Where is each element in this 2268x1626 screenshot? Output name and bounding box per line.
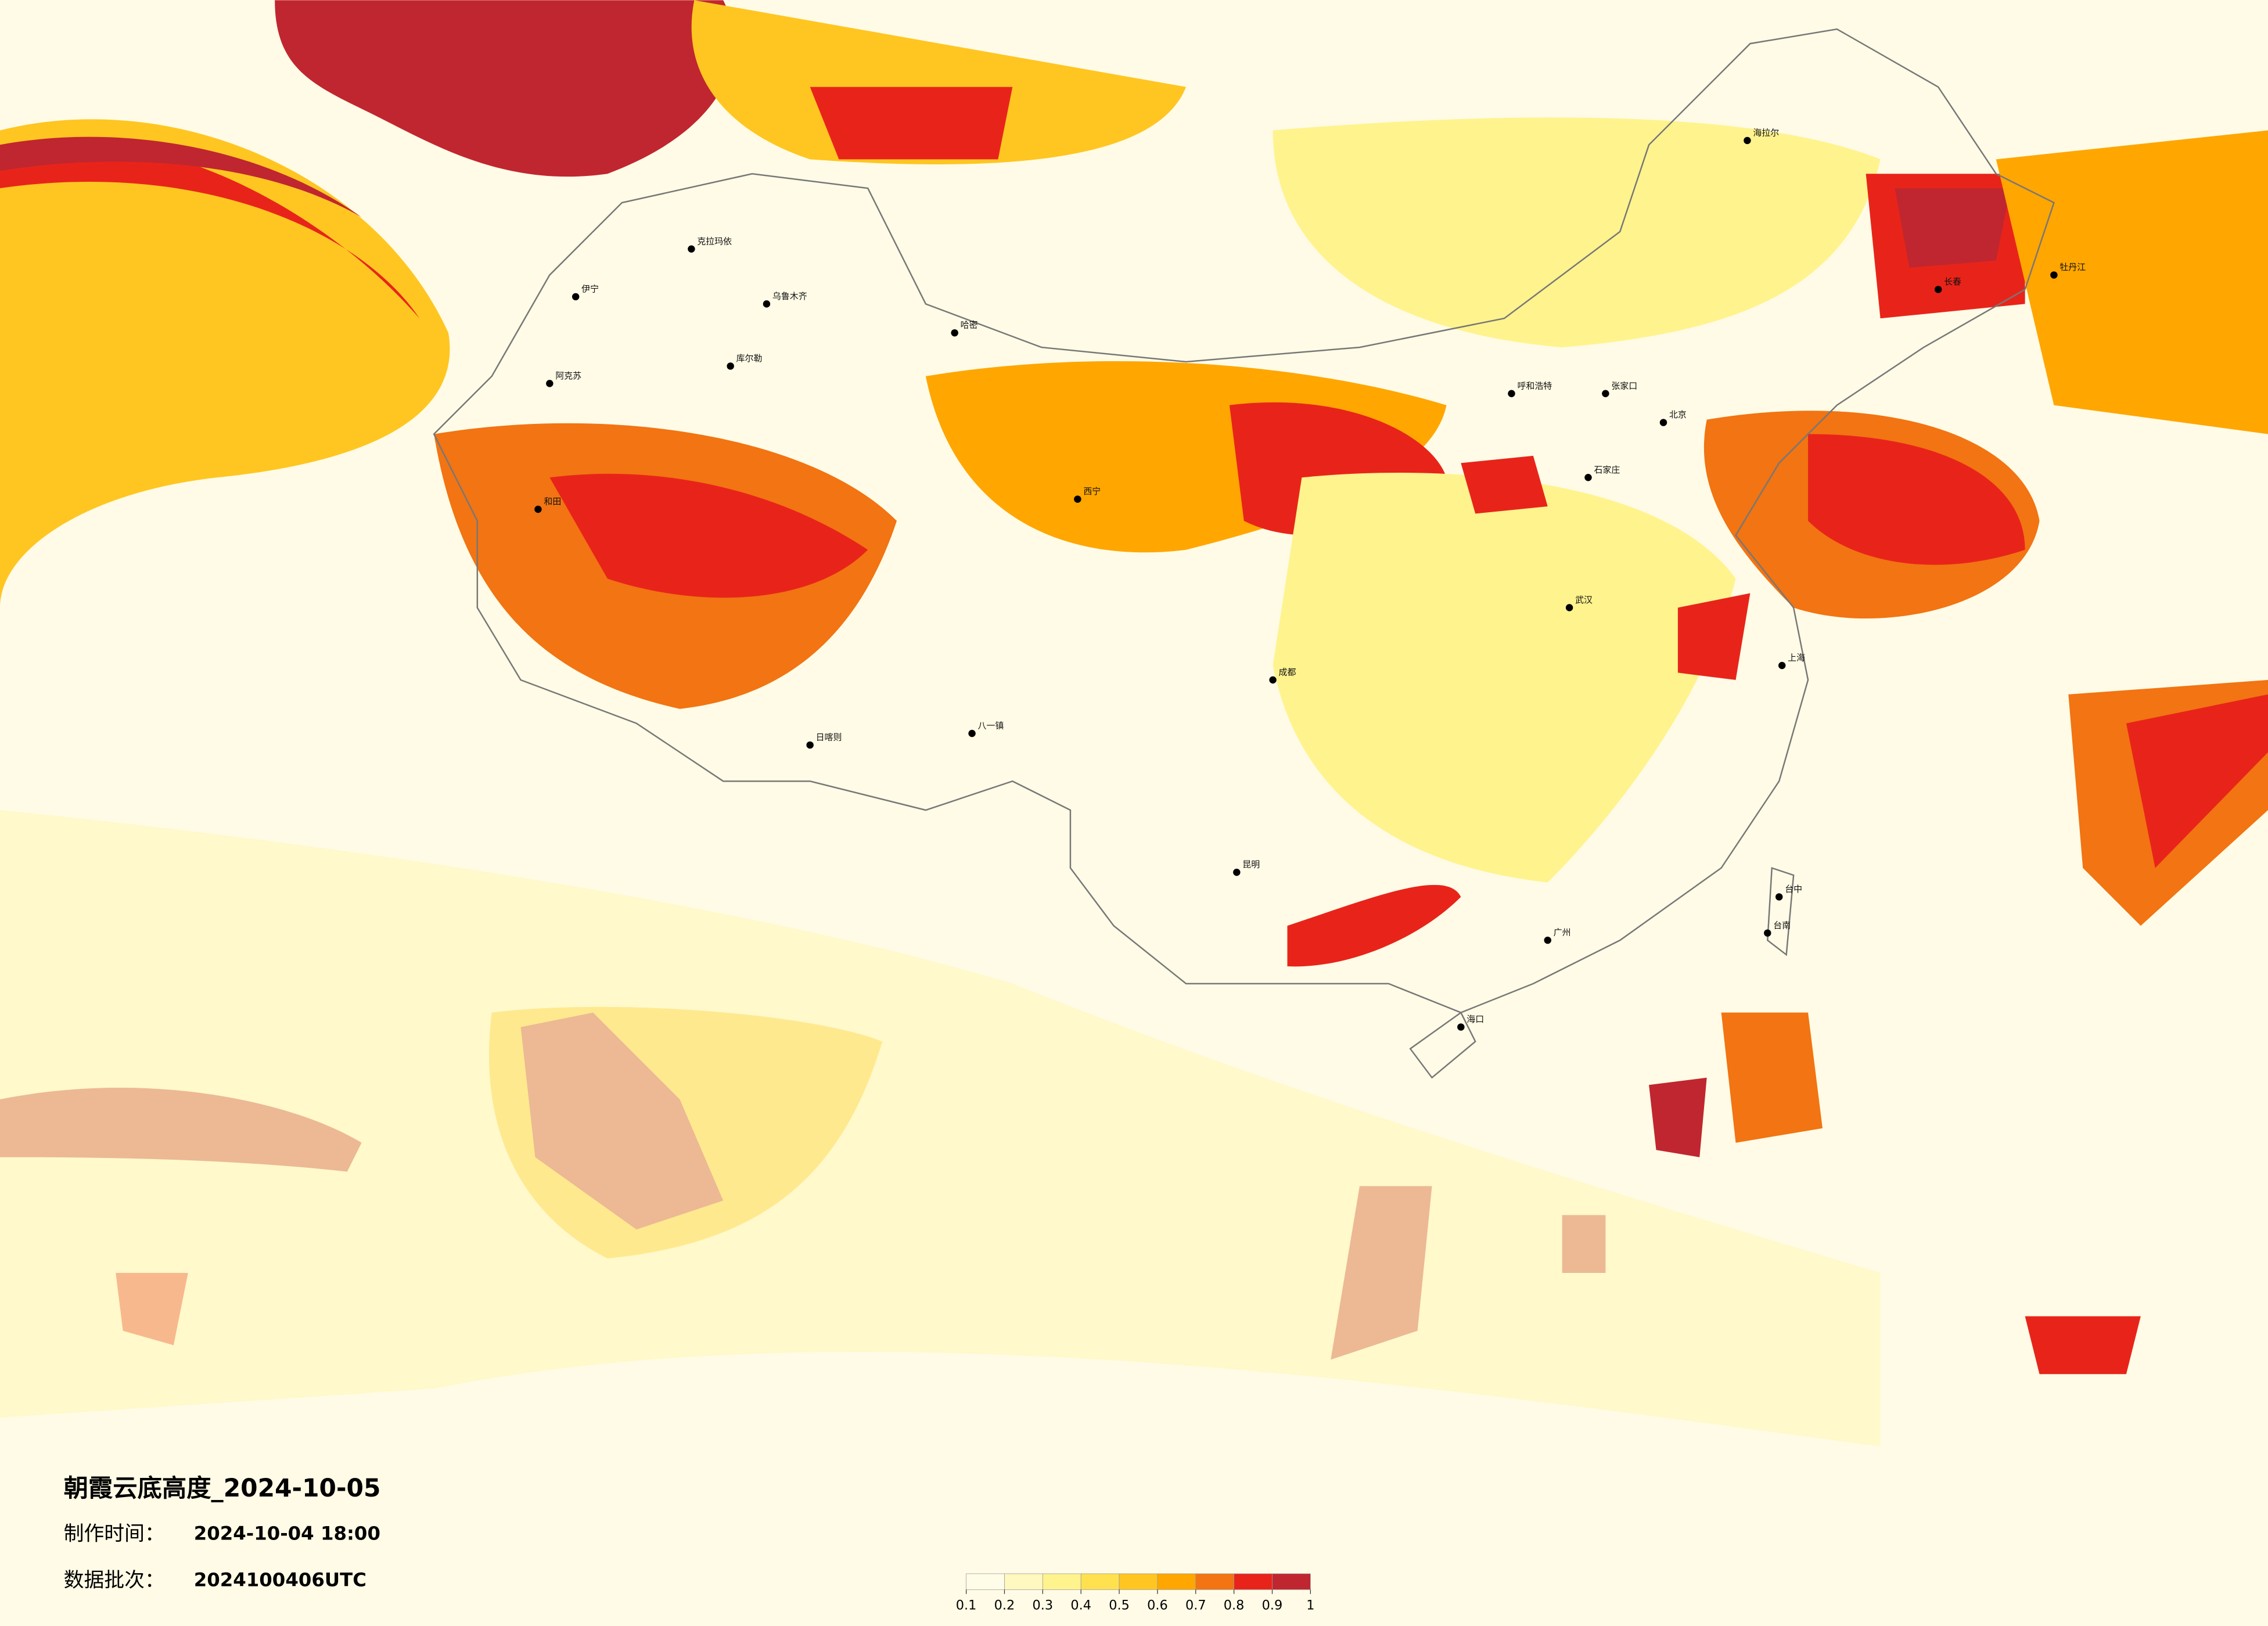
city-label: 北京 xyxy=(1669,409,1687,420)
made-time: 2024-10-04 18:00 xyxy=(194,1523,380,1545)
city-label: 八一镇 xyxy=(978,721,1004,731)
city-dot xyxy=(1744,136,1751,145)
city-label: 昆明 xyxy=(1242,859,1260,870)
city-label: 台南 xyxy=(1773,920,1791,930)
city-dot xyxy=(1074,495,1081,503)
city-label: 克拉玛依 xyxy=(697,236,732,246)
city-label: 上海 xyxy=(1788,653,1805,663)
colorbar-tick-label: 0.3 xyxy=(1033,1598,1054,1613)
city-dot xyxy=(1544,936,1551,944)
color-swatch xyxy=(1119,1573,1158,1590)
city-dot xyxy=(1508,390,1515,398)
city-label: 石家庄 xyxy=(1594,465,1620,475)
city-label: 哈密 xyxy=(961,320,978,330)
city-dot xyxy=(1233,868,1241,876)
color-swatch xyxy=(1272,1573,1311,1590)
colorbar-tick-label: 0.2 xyxy=(994,1598,1015,1613)
city-dot xyxy=(2050,271,2058,279)
color-swatch xyxy=(1080,1573,1120,1590)
city-label: 海口 xyxy=(1467,1014,1484,1024)
city-dot xyxy=(763,300,771,308)
city-label: 牡丹江 xyxy=(2059,262,2086,272)
color-swatch xyxy=(1234,1573,1273,1590)
city-label: 海拉尔 xyxy=(1753,127,1779,138)
city-label: 武汉 xyxy=(1575,595,1593,605)
city-dot xyxy=(534,505,542,513)
city-label: 台中 xyxy=(1785,884,1802,894)
city-dot xyxy=(1778,661,1786,670)
colorbar-tick-label: 0.4 xyxy=(1070,1598,1091,1613)
map-title: 朝霞云底高度_2024-10-05 xyxy=(64,1474,381,1502)
city-dot xyxy=(1775,893,1783,901)
city-dot xyxy=(1584,473,1592,481)
city-label: 广州 xyxy=(1554,927,1571,938)
city-dot xyxy=(1269,676,1277,684)
city-dot xyxy=(688,245,695,253)
made-label: 制作时间： xyxy=(64,1523,165,1546)
city-dot xyxy=(951,329,958,337)
colorbar-tick-label: 0.6 xyxy=(1147,1598,1168,1613)
city-dot xyxy=(727,362,734,370)
colorbar-tick-label: 0.1 xyxy=(956,1598,977,1613)
cloud-field xyxy=(0,0,2268,1447)
city-label: 呼和浩特 xyxy=(1517,380,1552,391)
city-dot xyxy=(806,741,814,749)
city-label: 和田 xyxy=(544,497,561,507)
city-dot xyxy=(1457,1023,1465,1031)
city-dot xyxy=(572,293,580,301)
city-dot xyxy=(546,380,553,387)
boundaries xyxy=(433,28,2055,1079)
city-label: 乌鲁木齐 xyxy=(772,291,807,301)
colorbar-tick-label: 0.8 xyxy=(1224,1598,1245,1613)
city-dot xyxy=(1764,929,1771,937)
colorbar-tick-label: 1 xyxy=(1306,1598,1314,1613)
colorbar-tick-label: 0.7 xyxy=(1185,1598,1206,1613)
batch-id: 2024100406UTC xyxy=(194,1569,366,1591)
city-dot xyxy=(1659,419,1667,426)
colorbar-tick-label: 0.9 xyxy=(1262,1598,1283,1613)
colorbar-tick-label: 0.5 xyxy=(1109,1598,1130,1613)
color-swatch xyxy=(966,1573,1005,1590)
city-dot xyxy=(1934,286,1942,293)
city-label: 伊宁 xyxy=(581,283,599,294)
batch-label: 数据批次： xyxy=(64,1569,165,1592)
city-label: 日喀则 xyxy=(816,732,842,742)
color-swatch xyxy=(1195,1573,1234,1590)
city-label: 西宁 xyxy=(1083,486,1101,497)
colorbar: 0.1 0.2 0.3 0.4 0.5 0.6 0.7 0.8 0.9 1 xyxy=(956,1573,1314,1613)
city-label: 阿克苏 xyxy=(555,370,581,381)
city-label: 长春 xyxy=(1944,276,1961,287)
city-dot xyxy=(968,729,976,738)
city-label: 库尔勒 xyxy=(736,353,763,364)
city-dot xyxy=(1565,604,1573,611)
color-swatch xyxy=(1004,1573,1043,1590)
city-label: 成都 xyxy=(1279,667,1296,677)
color-swatch xyxy=(1042,1573,1081,1590)
color-swatch xyxy=(1157,1573,1196,1590)
city-label: 张家口 xyxy=(1611,380,1637,391)
city-dot xyxy=(1602,390,1609,398)
